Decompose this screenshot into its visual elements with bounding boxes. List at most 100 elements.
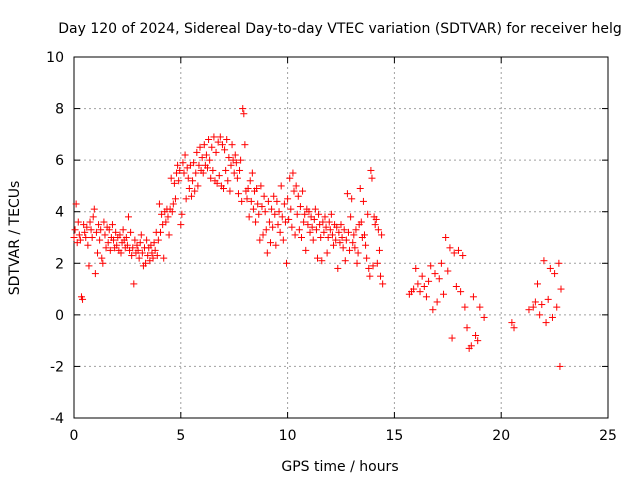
data-point (320, 228, 328, 236)
data-point (215, 172, 223, 180)
data-point (135, 254, 143, 262)
data-point (192, 169, 200, 177)
data-point (130, 280, 138, 288)
data-point (371, 221, 379, 229)
data-point (546, 264, 554, 272)
data-point (299, 187, 307, 195)
data-point (288, 223, 296, 231)
data-point (198, 154, 206, 162)
data-point (116, 231, 124, 239)
data-point (100, 218, 108, 226)
data-point (153, 252, 161, 260)
data-point (264, 197, 272, 205)
data-point (255, 210, 263, 218)
data-point (267, 239, 275, 247)
data-point (178, 210, 186, 218)
data-point (529, 303, 537, 311)
data-point (262, 226, 270, 234)
data-point (335, 228, 343, 236)
x-tick-label: 15 (385, 428, 403, 444)
data-point (88, 234, 96, 241)
data-point (314, 254, 322, 262)
data-point (300, 218, 308, 226)
data-point (350, 231, 358, 239)
data-point (336, 239, 344, 247)
data-point (151, 246, 159, 254)
data-point (257, 182, 265, 190)
data-point (124, 213, 132, 221)
y-tick-label: -4 (50, 411, 64, 427)
data-point (129, 244, 137, 252)
data-point (553, 303, 561, 311)
data-point (182, 195, 190, 203)
data-point (318, 257, 326, 265)
data-point (119, 226, 127, 234)
data-point (76, 236, 84, 244)
data-point (117, 249, 125, 257)
data-point (323, 249, 331, 257)
data-point (190, 159, 198, 167)
data-point (450, 249, 458, 257)
data-point (293, 210, 301, 218)
data-point (72, 200, 80, 208)
data-point (377, 272, 385, 280)
data-point (292, 182, 300, 190)
data-point (91, 270, 99, 278)
data-point (160, 254, 168, 262)
data-point (333, 223, 341, 231)
data-point (108, 221, 116, 229)
data-point (374, 226, 382, 234)
data-point (185, 185, 193, 193)
data-point (195, 161, 203, 169)
data-point (268, 205, 276, 213)
data-point (184, 174, 192, 182)
data-point (276, 228, 284, 236)
x-tick-label: 5 (176, 428, 185, 444)
data-point (285, 215, 293, 223)
data-point (187, 192, 195, 200)
data-point (308, 223, 316, 231)
data-point (216, 133, 224, 141)
data-point (366, 272, 374, 280)
data-point (283, 259, 291, 267)
data-point (247, 197, 255, 205)
data-point (340, 226, 348, 234)
data-point (167, 174, 175, 182)
data-point (278, 213, 286, 221)
data-point (410, 285, 418, 293)
data-point (70, 234, 78, 241)
data-point (273, 197, 281, 205)
data-point (431, 270, 439, 278)
data-point (258, 203, 266, 211)
data-point (83, 223, 91, 231)
y-tick-label: -2 (50, 359, 64, 375)
data-point (222, 166, 230, 174)
data-point (422, 293, 430, 301)
data-point (228, 141, 236, 149)
data-point (435, 275, 443, 283)
data-point (256, 236, 264, 244)
data-point (271, 210, 279, 218)
data-point (174, 161, 182, 169)
data-point (352, 226, 360, 234)
data-point (194, 182, 202, 190)
data-point (508, 319, 516, 327)
data-point (557, 285, 565, 293)
data-point (98, 254, 106, 262)
data-point (136, 239, 144, 247)
data-point (274, 221, 282, 229)
data-point (452, 282, 460, 290)
data-point (510, 324, 518, 332)
data-point (128, 252, 136, 260)
y-tick-label: 8 (55, 102, 64, 118)
data-point (95, 221, 103, 229)
data-point (226, 187, 234, 195)
data-point (338, 234, 346, 241)
data-point (272, 241, 280, 249)
data-point (243, 195, 251, 203)
data-point (259, 231, 267, 239)
data-point (86, 218, 94, 226)
data-point (365, 264, 373, 272)
data-point (311, 205, 319, 213)
